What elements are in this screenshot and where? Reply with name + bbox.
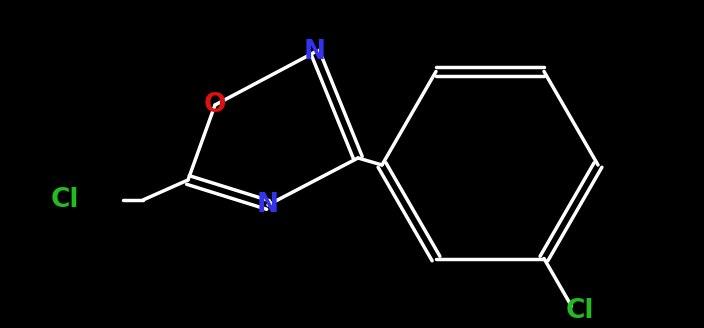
Text: O: O xyxy=(203,92,226,118)
Text: Cl: Cl xyxy=(51,187,80,213)
Text: N: N xyxy=(257,192,279,218)
Text: Cl: Cl xyxy=(565,298,593,324)
Text: N: N xyxy=(304,39,326,65)
